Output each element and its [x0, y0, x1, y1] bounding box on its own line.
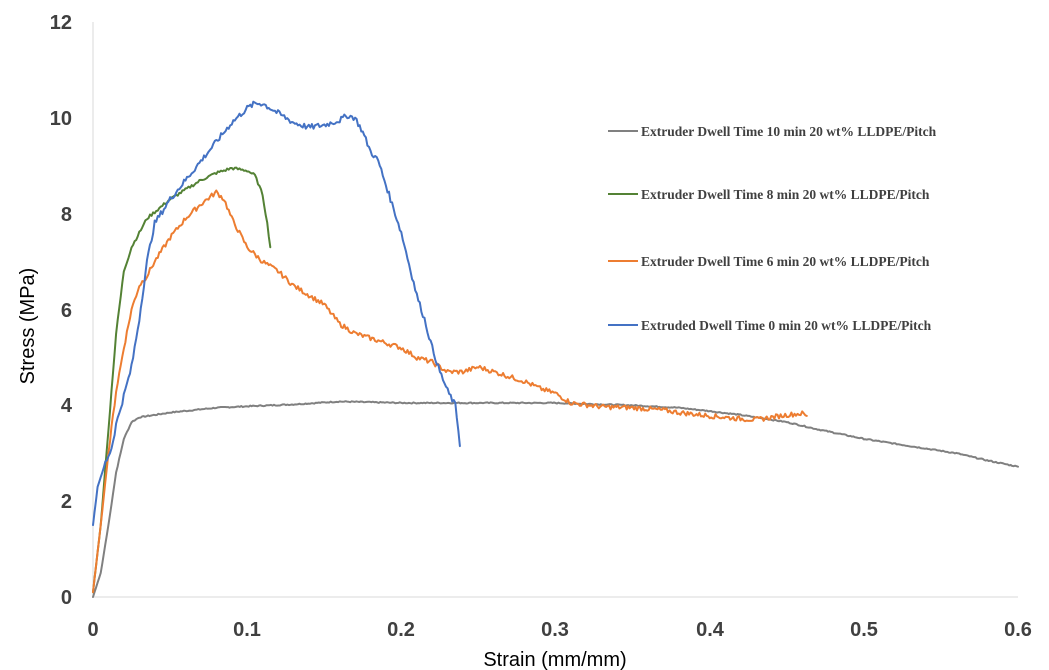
- plot-area: [92, 100, 1019, 598]
- legend-label: Extruder Dwell Time 10 min 20 wt% LLDPE/…: [641, 124, 937, 139]
- x-tick-label: 0.2: [387, 619, 415, 641]
- x-tick-label: 0: [87, 619, 98, 641]
- legend-entry: Extruder Dwell Time 10 min 20 wt% LLDPE/…: [608, 124, 937, 139]
- legend-entry: Extruder Dwell Time 8 min 20 wt% LLDPE/P…: [608, 187, 930, 202]
- y-tick-label: 2: [61, 491, 72, 513]
- y-tick-labels: 0 2 4 6 8 10 12: [50, 12, 73, 609]
- legend-label: Extruder Dwell Time 6 min 20 wt% LLDPE/P…: [641, 254, 930, 269]
- y-tick-label: 6: [61, 300, 72, 322]
- series-line-3: [92, 100, 461, 527]
- y-axis-title: Stress (MPa): [17, 268, 39, 385]
- y-tick-label: 4: [61, 395, 73, 417]
- y-tick-label: 12: [50, 12, 72, 34]
- x-tick-labels: 0 0.1 0.2 0.3 0.4 0.5 0.6: [87, 619, 1031, 641]
- y-tick-label: 0: [61, 587, 72, 609]
- y-tick-label: 10: [50, 108, 72, 130]
- series-line-1: [92, 166, 272, 594]
- x-tick-label: 0.6: [1004, 619, 1032, 641]
- legend-entry: Extruder Dwell Time 6 min 20 wt% LLDPE/P…: [608, 254, 930, 269]
- x-tick-label: 0.5: [850, 619, 878, 641]
- legend: Extruder Dwell Time 10 min 20 wt% LLDPE/…: [608, 124, 937, 333]
- legend-entry: Extruded Dwell Time 0 min 20 wt% LLDPE/P…: [608, 318, 932, 333]
- x-axis-title: Strain (mm/mm): [483, 649, 626, 670]
- y-tick-label: 8: [61, 204, 72, 226]
- series-line-2: [92, 189, 808, 594]
- legend-label: Extruded Dwell Time 0 min 20 wt% LLDPE/P…: [641, 318, 932, 333]
- legend-label: Extruder Dwell Time 8 min 20 wt% LLDPE/P…: [641, 187, 930, 202]
- series-line-0: [92, 400, 1019, 598]
- x-tick-label: 0.1: [233, 619, 261, 641]
- x-tick-label: 0.4: [696, 619, 725, 641]
- x-tick-label: 0.3: [541, 619, 569, 641]
